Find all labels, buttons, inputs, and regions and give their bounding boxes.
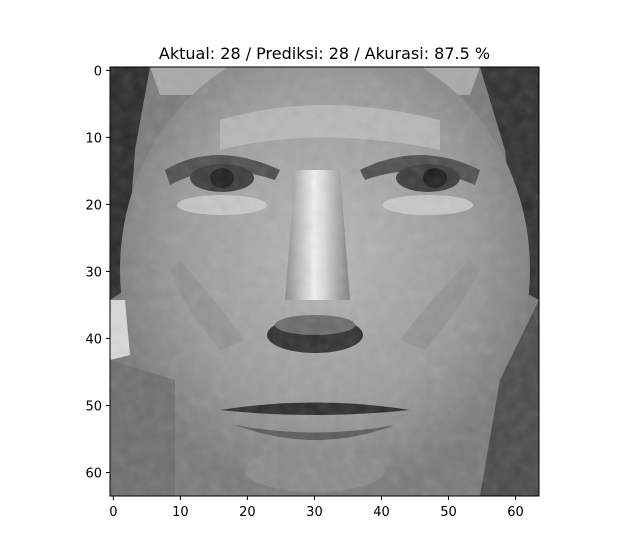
y-tick-label: 40: [85, 332, 102, 347]
x-tick-label: 50: [440, 505, 457, 520]
x-axis: 0 10 20 30 40 50 60: [109, 496, 524, 520]
y-tick-label: 50: [85, 400, 102, 415]
x-tick-label: 60: [507, 505, 524, 520]
chart-title: Aktual: 28 / Prediksi: 28 / Akurasi: 87.…: [159, 44, 490, 63]
x-tick-label: 20: [239, 505, 256, 520]
y-tick-label: 20: [85, 198, 102, 213]
y-tick-label: 30: [85, 265, 102, 280]
x-tick-label: 0: [109, 505, 117, 520]
y-tick-label: 60: [85, 467, 102, 482]
y-tick-label: 10: [85, 131, 102, 146]
y-tick-label: 0: [94, 64, 102, 79]
y-axis: 0 10 20 30 40 50 60: [85, 64, 110, 482]
face-image: [110, 67, 539, 496]
plot-frame: [109, 66, 540, 497]
x-tick-label: 40: [373, 505, 390, 520]
x-tick-label: 30: [306, 505, 323, 520]
x-tick-label: 10: [172, 505, 189, 520]
